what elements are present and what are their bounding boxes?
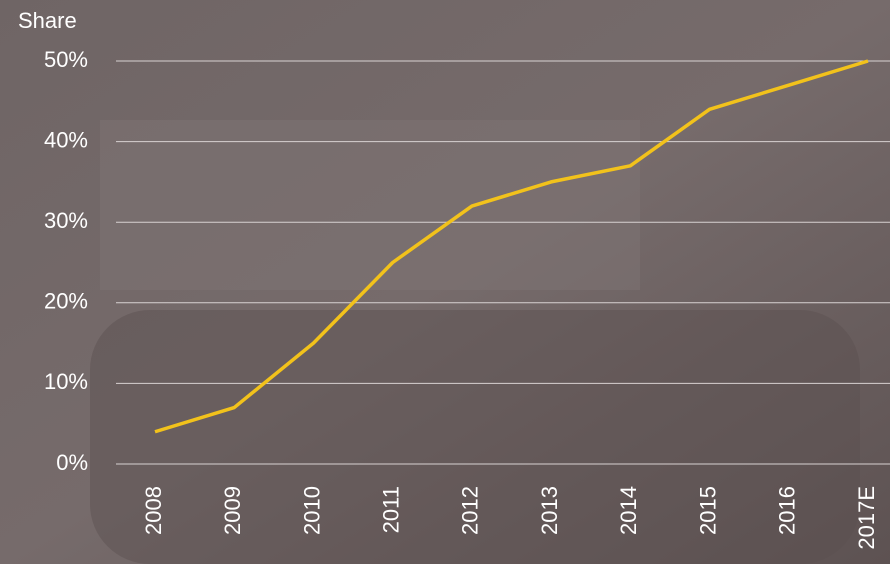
photo-shape xyxy=(100,120,640,290)
y-tick-label: 30% xyxy=(44,208,88,233)
x-tick-label: 2010 xyxy=(299,486,324,535)
y-tick-label: 20% xyxy=(44,289,88,314)
y-tick-label: 40% xyxy=(44,127,88,152)
y-tick-label: 0% xyxy=(56,450,88,475)
data-line xyxy=(154,59,869,434)
y-axis-label: Share xyxy=(18,8,77,33)
x-tick-label: 2016 xyxy=(775,486,800,535)
x-tick-label: 2014 xyxy=(616,486,641,535)
photo-shape xyxy=(90,310,860,564)
x-tick-label: 2013 xyxy=(537,486,562,535)
y-tick-label: 50% xyxy=(44,47,88,72)
x-tick-label: 2015 xyxy=(695,486,720,535)
x-tick-label: 2008 xyxy=(141,486,166,535)
x-tick-label: 2011 xyxy=(378,486,403,533)
x-tick-label: 2012 xyxy=(458,486,483,535)
y-tick-label: 10% xyxy=(44,369,88,394)
x-tick-label: 2009 xyxy=(220,486,245,535)
x-tick-label: 2017E xyxy=(854,486,879,550)
